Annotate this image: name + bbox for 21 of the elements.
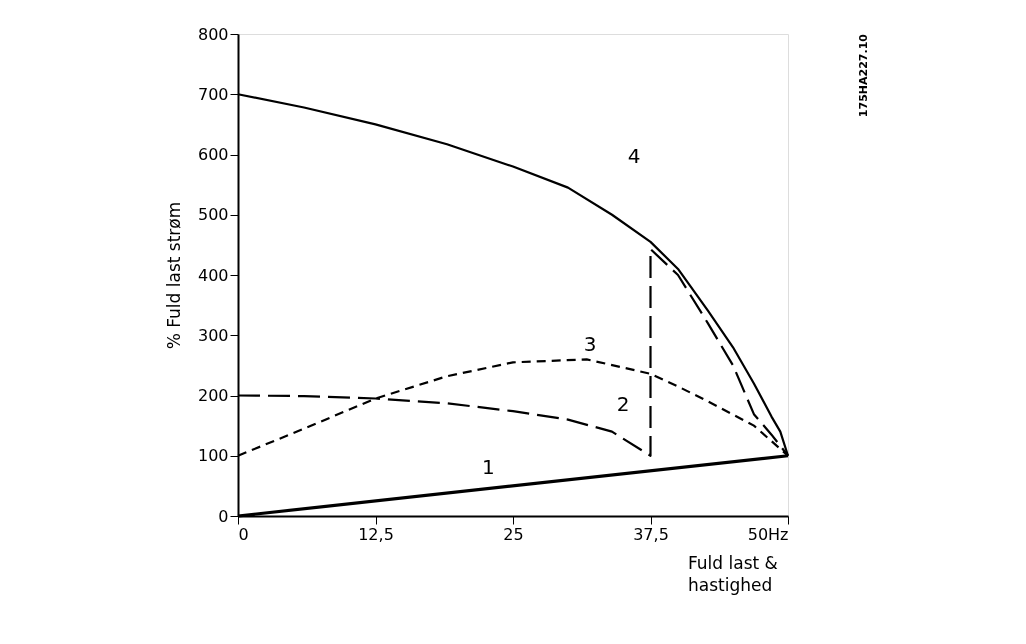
y-tick-label: 400 (197, 265, 229, 285)
y-tick-label: 600 (197, 145, 229, 164)
x-tick-label: 50Hz (747, 524, 789, 544)
y-tick-label: 100 (197, 446, 229, 466)
x-tick-label: 0 (238, 524, 249, 544)
y-tick-label: 700 (197, 84, 229, 104)
annotation: 4 (627, 143, 641, 168)
annotation: 2 (616, 392, 630, 417)
x-tick-label: 12,5 (358, 524, 394, 544)
text: 175HA227.10 (857, 33, 870, 118)
y-tick-label: 500 (197, 205, 229, 225)
y-axis-title: % Fuld last strøm (163, 201, 184, 350)
annotation: 3 (583, 331, 597, 356)
y-tick-label: 0 (218, 506, 229, 526)
y-tick-label: 200 (197, 386, 229, 405)
annotation: 1 (481, 454, 495, 479)
x-tick-label: 37,5 (633, 524, 669, 544)
x-axis-title: Fuld last & hastighed (688, 553, 778, 595)
x-tick-label: 25 (503, 524, 524, 544)
y-tick-label: 300 (197, 325, 229, 345)
y-tick-label: 800 (197, 24, 229, 44)
